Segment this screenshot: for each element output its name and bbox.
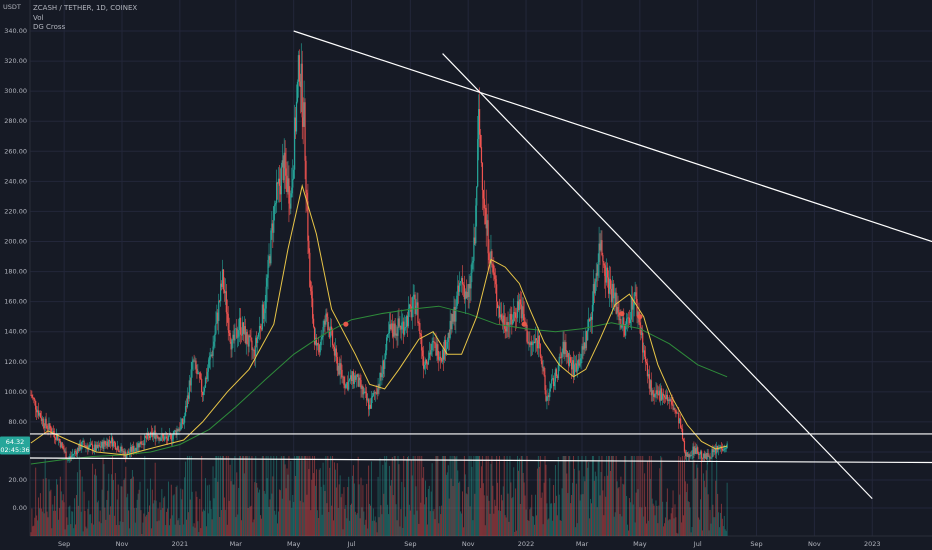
time-tick-label: 2022 (518, 540, 535, 548)
trendline[interactable] (442, 53, 873, 500)
price-axis[interactable]: 340.00 320.00 300.00 280.00 260.00 240.00 220.… (4, 27, 27, 512)
price-tick-label: 160.00 (4, 298, 27, 306)
moving-averages (30, 183, 728, 465)
price-tick-label: 320.00 (4, 57, 27, 65)
volume-indicator-label[interactable]: Vol (33, 13, 44, 22)
price-tick-label: 180.00 (4, 268, 27, 276)
time-tick-label: May (633, 540, 647, 548)
price-tick-label: 140.00 (4, 328, 27, 336)
time-axis[interactable]: Sep Nov 2021 Mar May Jul Sep Nov 2022 Mar May Jul Se… (58, 540, 881, 548)
trendline[interactable] (29, 457, 932, 464)
price-tick-label: 240.00 (4, 177, 27, 185)
trendline[interactable] (293, 30, 932, 243)
time-tick-label: Mar (230, 540, 243, 548)
volume-histogram (30, 456, 728, 536)
price-tick-label: 340.00 (4, 27, 27, 35)
short-ma-line (30, 183, 728, 456)
price-tick-label: 260.00 (4, 147, 27, 155)
cross-marker (619, 311, 625, 317)
time-tick-label: Jul (693, 540, 702, 548)
bar-countdown: 02:45:36 (0, 446, 29, 454)
cross-marker (521, 321, 527, 327)
dg-cross-indicator-label[interactable]: DG Cross (33, 23, 66, 31)
time-tick-label: Sep (404, 540, 416, 548)
drawn-trendlines[interactable] (29, 30, 932, 500)
price-tick-label: 120.00 (4, 358, 27, 366)
volume-tick-label: 0.00 (13, 504, 27, 512)
time-tick-label: Mar (576, 540, 589, 548)
chart-legend: ZCASH / TETHER, 1D, COINEX Vol DG Cross (33, 4, 137, 33)
last-price-value: 64.32 (6, 438, 25, 446)
currency-label: USDT (3, 3, 21, 11)
price-tick-label: 220.00 (4, 207, 27, 215)
cross-marker (343, 321, 349, 327)
time-tick-label: Sep (58, 540, 70, 548)
price-tick-label: 200.00 (4, 238, 27, 246)
price-tick-label: 280.00 (4, 117, 27, 125)
time-tick-label: Jul (347, 540, 356, 548)
time-tick-label: May (287, 540, 301, 548)
price-tick-label: 300.00 (4, 87, 27, 95)
volume-tick-label: 20.00 (8, 476, 27, 484)
candlestick-series (30, 43, 728, 465)
symbol-title[interactable]: ZCASH / TETHER, 1D, COINEX (33, 4, 138, 12)
long-ma-line (30, 305, 728, 465)
cross-markers (343, 311, 643, 327)
time-tick-label: Sep (750, 540, 762, 548)
cross-marker (637, 314, 643, 320)
price-tick-label: 80.00 (8, 418, 27, 426)
price-tick-label: 100.00 (4, 388, 27, 396)
time-tick-label: 2023 (864, 540, 881, 548)
time-tick-label: Nov (808, 540, 821, 548)
chart-grid (29, 0, 932, 537)
time-tick-label: Nov (462, 540, 475, 548)
time-tick-label: 2021 (172, 540, 189, 548)
time-tick-label: Nov (116, 540, 129, 548)
